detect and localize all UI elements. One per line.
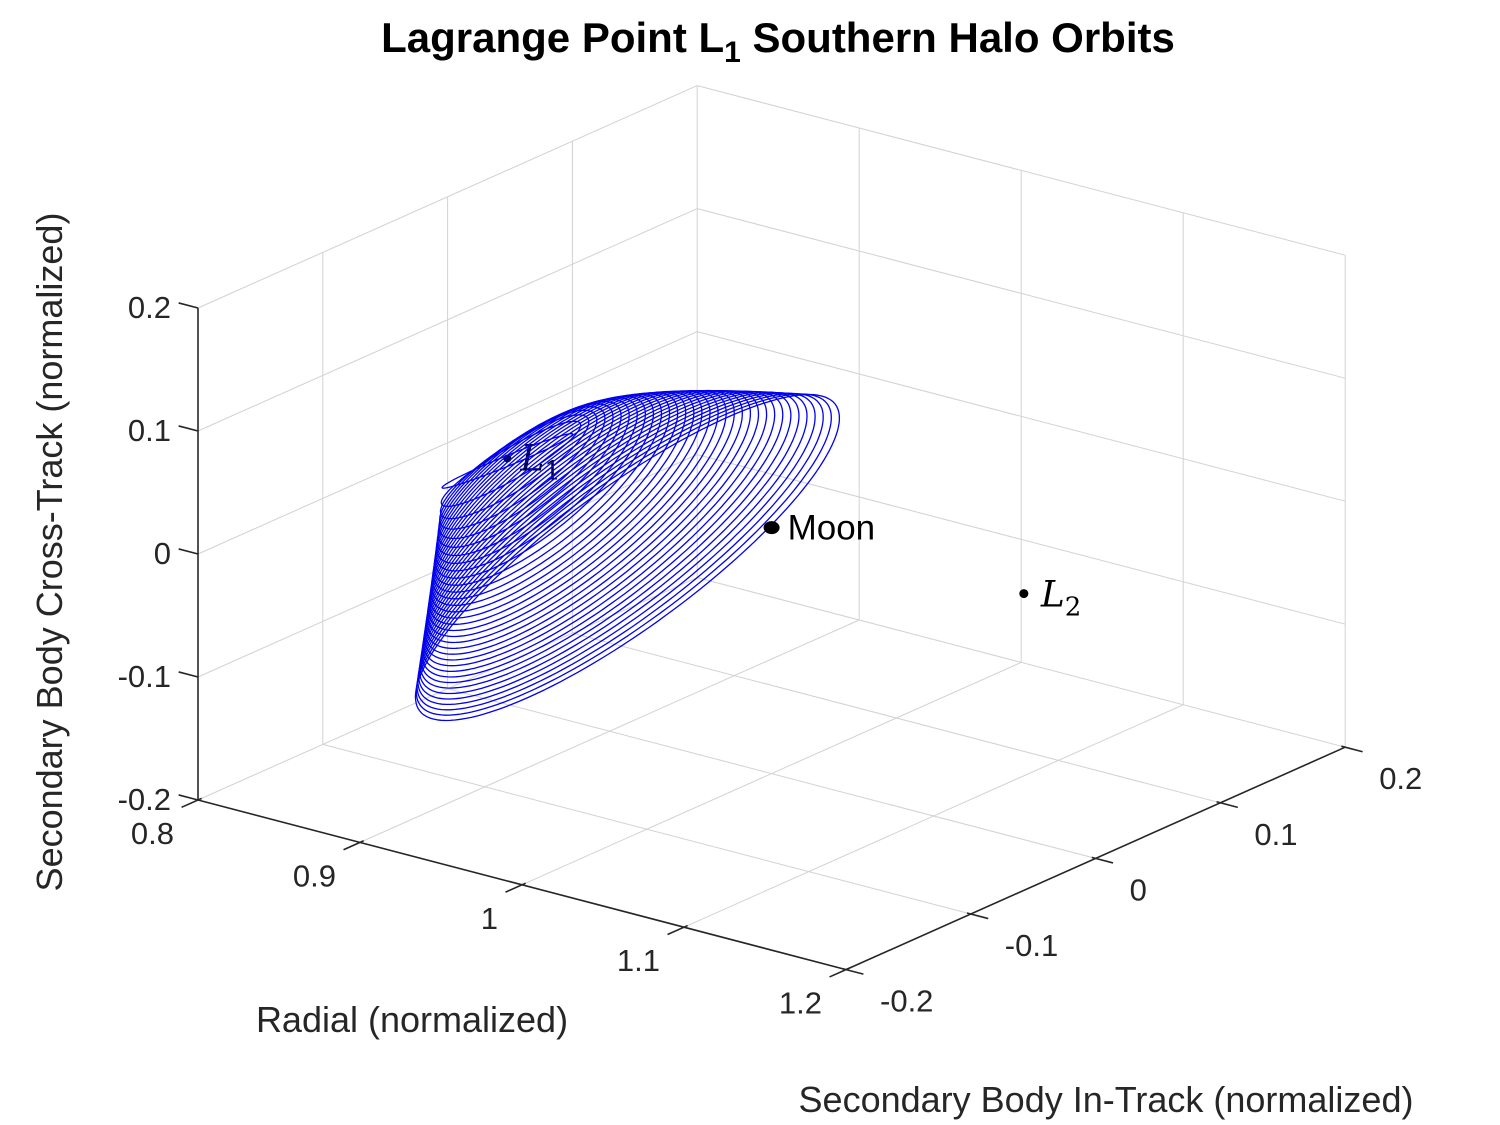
l2-marker: L2 bbox=[1019, 575, 1081, 623]
x-tick bbox=[505, 882, 526, 893]
y-tick bbox=[1341, 745, 1363, 753]
y-tick bbox=[841, 967, 864, 975]
z-tick bbox=[178, 671, 199, 678]
y-tick bbox=[966, 912, 989, 920]
z-tick bbox=[178, 794, 199, 801]
halo-orbit bbox=[416, 392, 824, 711]
halo-orbit-family bbox=[414, 389, 841, 722]
x-axis-label: Radial (normalized) bbox=[256, 999, 568, 1040]
y-axis-label: Secondary Body In-Track (normalized) bbox=[799, 1079, 1414, 1120]
z-tick bbox=[178, 302, 199, 309]
x-tick-label: 1.2 bbox=[779, 986, 822, 1021]
x-tick bbox=[181, 797, 202, 809]
z-tick-label: 0.2 bbox=[128, 290, 171, 325]
z-tick bbox=[178, 425, 199, 432]
y-tick-label: -0.2 bbox=[880, 984, 933, 1019]
x-tick-label: 1.1 bbox=[617, 943, 660, 978]
y-tick-label: 0.2 bbox=[1379, 761, 1422, 796]
halo-orbit bbox=[440, 420, 582, 508]
grid-line bbox=[322, 743, 971, 915]
chart-title-suffix: Southern Halo Orbits bbox=[740, 14, 1175, 61]
moon-marker: Moon bbox=[763, 509, 876, 548]
z-tick bbox=[178, 548, 199, 555]
y-tick-label: 0.1 bbox=[1254, 817, 1297, 852]
x-tick-label: 0.9 bbox=[293, 858, 336, 893]
y-tick-label: 0 bbox=[1130, 872, 1147, 907]
z-tick-label: -0.2 bbox=[118, 782, 171, 817]
x-tick-label: 0.8 bbox=[131, 816, 174, 851]
grid bbox=[197, 85, 1346, 928]
chart-title: Lagrange Point L1 Southern Halo Orbits bbox=[56, 14, 1500, 70]
x-tick bbox=[343, 840, 364, 851]
grid-line bbox=[447, 688, 1096, 859]
l2-label: L2 bbox=[1040, 575, 1081, 623]
z-tick-label: 0.1 bbox=[128, 413, 171, 448]
z-axis-label: Secondary Body Cross-Track (normalized) bbox=[29, 213, 70, 892]
moon-label: Moon bbox=[788, 509, 876, 548]
tick-labels: 0.8 0.9 1 1.1 1.2 -0.2 -0.1 0 0.1 0.2 -0.2 -0.1 0 0.1… bbox=[118, 290, 1423, 1021]
moon-point-dot bbox=[763, 521, 780, 535]
y-tick bbox=[1091, 856, 1114, 864]
chart-title-prefix: Lagrange Point L bbox=[381, 14, 725, 61]
grid-line bbox=[572, 632, 1221, 804]
z-tick-label: -0.1 bbox=[118, 659, 171, 694]
z-tick-label: 0 bbox=[154, 536, 171, 571]
l2-point-dot bbox=[1019, 589, 1029, 599]
x-tick bbox=[667, 924, 688, 936]
x-tick-label: 1 bbox=[481, 901, 498, 936]
axes bbox=[178, 302, 1363, 978]
chart-title-subscript: 1 bbox=[724, 36, 741, 69]
y-tick bbox=[1216, 801, 1239, 809]
y-tick-label: -0.1 bbox=[1005, 928, 1058, 963]
halo-orbit bbox=[415, 393, 832, 716]
halo-orbit bbox=[414, 393, 841, 722]
